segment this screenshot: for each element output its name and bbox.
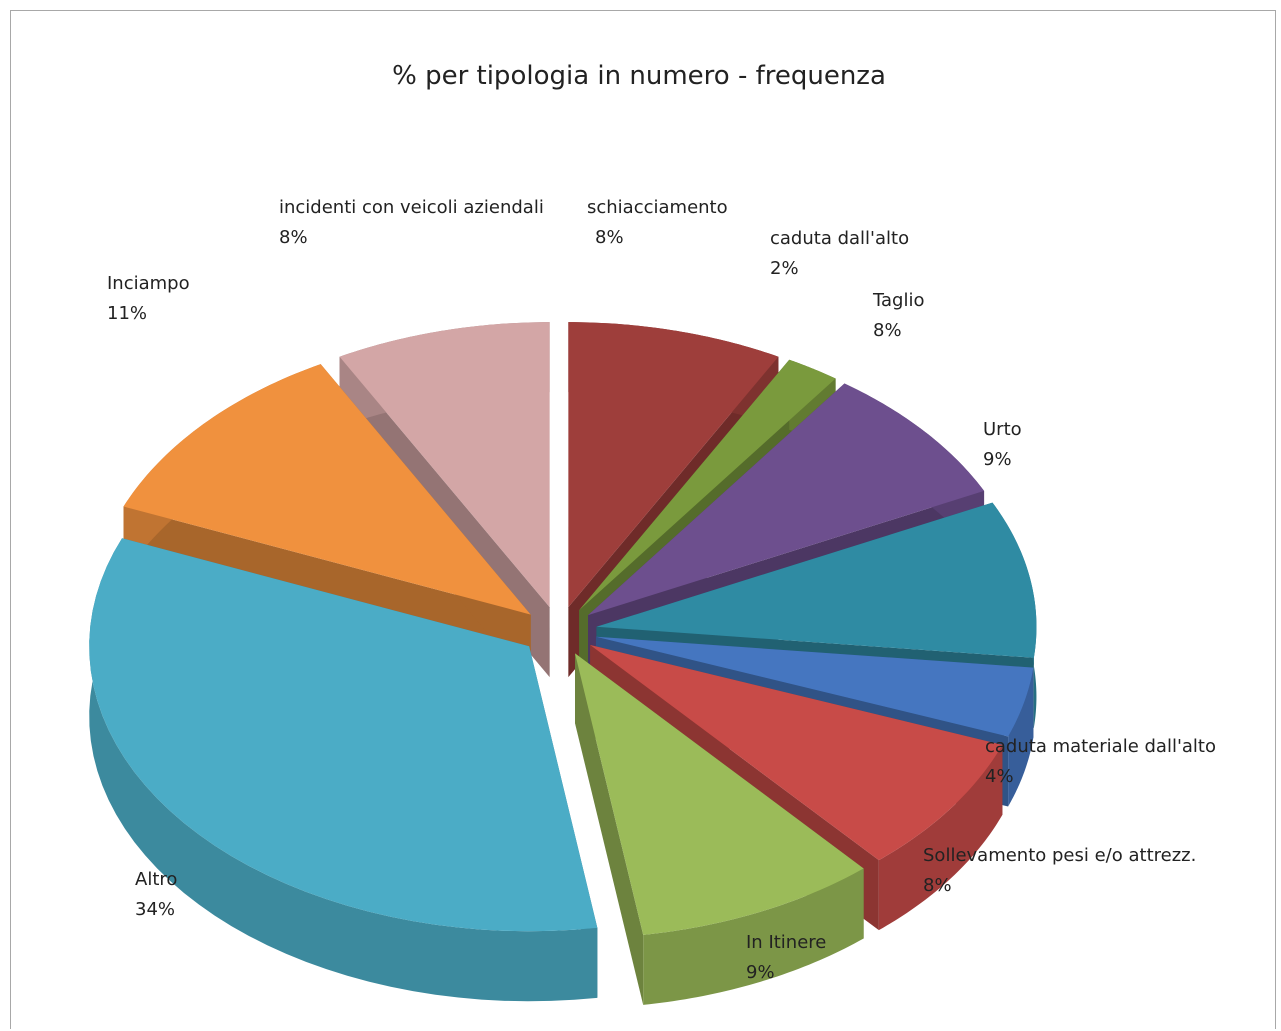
pie-chart: % per tipologia in numero - frequenza sc…	[89, 61, 1216, 1005]
label-altro: Altro	[135, 869, 177, 890]
label-taglio: Taglio	[872, 290, 925, 311]
label-caduta-materiale-dall-alto: caduta materiale dall'alto	[985, 736, 1216, 757]
value-label-caduta-dall-alto: 2%	[770, 258, 799, 279]
value-label-incidenti-con-veicoli-aziendali: 8%	[279, 227, 308, 248]
label-in-itinere: In Itinere	[746, 932, 826, 953]
label-sollevamento-pesi-e-o-attrezz: Sollevamento pesi e/o attrezz.	[923, 845, 1196, 866]
value-label-inciampo: 11%	[107, 303, 147, 324]
label-incidenti-con-veicoli-aziendali: incidenti con veicoli aziendali	[279, 197, 544, 218]
slice-altro	[89, 538, 598, 1002]
label-caduta-dall-alto: caduta dall'alto	[770, 228, 909, 249]
label-urto: Urto	[983, 419, 1022, 440]
value-label-altro: 34%	[135, 899, 175, 920]
label-inciampo: Inciampo	[107, 273, 190, 294]
data-labels: schiacciamento 8% caduta dall'alto 2% Taglio…	[107, 197, 1216, 983]
value-label-schiacciamento: 8%	[595, 227, 624, 248]
value-label-urto: 9%	[983, 449, 1012, 470]
value-label-caduta-materiale-dall-alto: 4%	[985, 766, 1014, 787]
value-label-taglio: 8%	[873, 320, 902, 341]
chart-area: % per tipologia in numero - frequenza sc…	[10, 10, 1276, 1029]
pie-slices	[89, 322, 1037, 1005]
label-schiacciamento: schiacciamento	[587, 197, 728, 218]
chart-title: % per tipologia in numero - frequenza	[392, 61, 886, 91]
value-label-in-itinere: 9%	[746, 962, 775, 983]
slice-in-itinere	[575, 653, 864, 1005]
value-label-sollevamento-pesi-e-o-attrezz: 8%	[923, 875, 952, 896]
